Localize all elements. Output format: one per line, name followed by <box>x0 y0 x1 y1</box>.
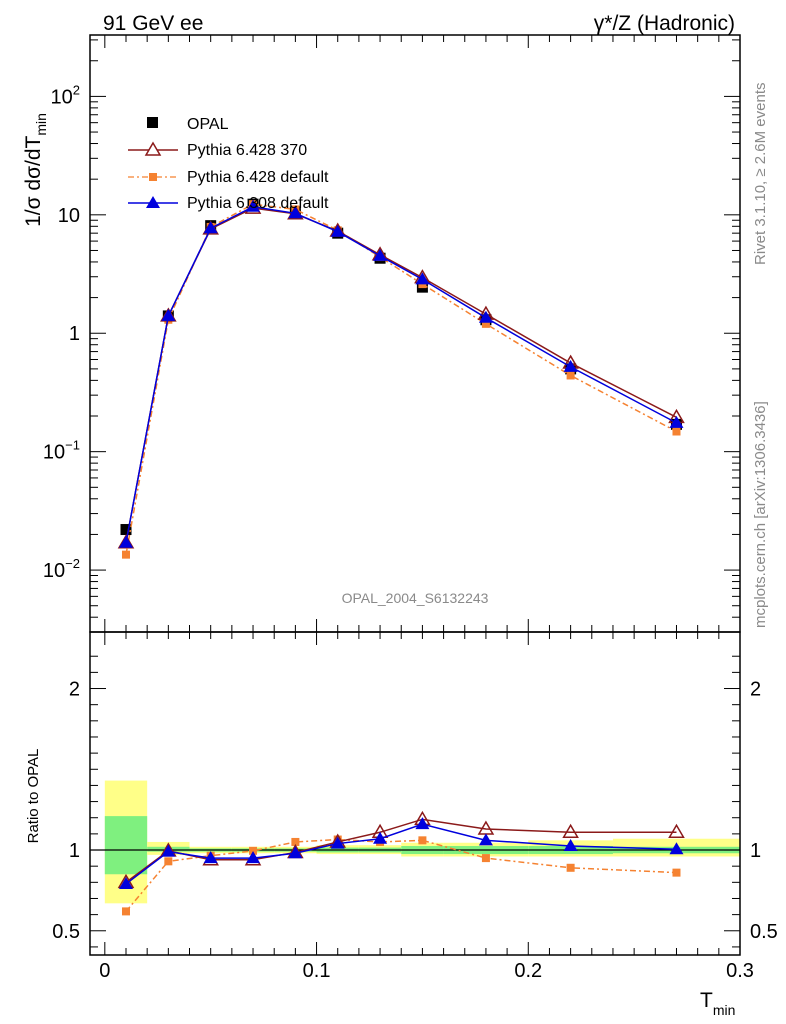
ratio-panel: 0 0.1 0.2 0.3 0.5 0.5 1 1 2 2 <box>52 35 778 982</box>
ratio-point-pythia-6-308-default <box>118 876 133 889</box>
main-point-pythia-6-308-default <box>203 221 218 234</box>
ratio-point-pythia-6-308-default <box>246 851 261 864</box>
y-tick-label: 10−1 <box>43 438 80 464</box>
ratio-point-pythia-6-308-default <box>669 842 684 855</box>
y-tick-label: 10−2 <box>43 556 80 582</box>
main-point-pythia-6-308-default <box>330 224 345 237</box>
x-tick-label: 0.2 <box>514 960 542 982</box>
main-y-axis-label: 1/σ dσ/dTmin <box>22 113 49 227</box>
legend-marker-pythia-6308-default <box>146 196 160 208</box>
ratio-point-pythia-6-428-370 <box>562 823 579 839</box>
y-tick-label: 1 <box>69 323 80 345</box>
main-point-pythia-6-428-default <box>481 319 490 328</box>
ratio-point-pythia-6-428-default <box>672 868 681 877</box>
main-point-pythia-6-308-default <box>415 272 430 285</box>
ratio-y-tick-label-right: 0.5 <box>750 921 778 943</box>
ratio-point-pythia-6-428-default <box>121 907 130 916</box>
ratio-point-pythia-6-428-default <box>566 863 575 872</box>
x-axis-label: Tmin <box>700 989 735 1018</box>
ratio-point-pythia-6-308-default <box>330 836 345 849</box>
main-point-pythia-6-308-default <box>373 248 388 261</box>
ratio-point-pythia-6-428-default <box>418 836 427 845</box>
ratio-point-pythia-6-308-default <box>288 846 303 859</box>
x-tick-label: 0.3 <box>726 960 754 982</box>
ratio-point-pythia-6-308-default <box>563 838 578 851</box>
main-point-pythia-6-308-default <box>118 535 133 548</box>
analysis-watermark: OPAL_2004_S6132243 <box>342 590 489 606</box>
legend-label-pythia-6428-370: Pythia 6.428 370 <box>187 142 307 159</box>
main-point-pythia-6-308-default <box>563 359 578 372</box>
y-tick-label: 102 <box>51 82 80 108</box>
ratio-y-tick-label: 2 <box>69 679 80 701</box>
main-line-pythia-6-428-370 <box>125 207 677 543</box>
ratio-point-pythia-6-428-default <box>481 854 490 863</box>
legend-label-opal: OPAL <box>187 116 229 133</box>
plot-header-left: 91 GeV ee <box>103 12 203 35</box>
ratio-frame <box>89 631 741 956</box>
legend-marker-pythia-6428-370 <box>144 141 162 156</box>
ratio-line-pythia-6-428-default <box>125 838 677 912</box>
main-panel: 10−2 10−1 1 10 102 <box>43 34 741 633</box>
legend-marker-opal <box>147 117 158 128</box>
ratio-y-axis-label: Ratio to OPAL <box>25 749 42 844</box>
main-point-pythia-6-428-default <box>566 371 575 380</box>
main-point-pythia-6-428-default <box>121 550 130 559</box>
x-tick-label: 0 <box>99 960 110 982</box>
ratio-point-pythia-6-308-default <box>161 844 176 857</box>
ratio-point-pythia-6-428-370 <box>668 823 685 839</box>
ratio-y-tick-label-right: 2 <box>750 679 761 701</box>
main-point-pythia-6-308-default <box>478 310 493 323</box>
y-tick-label: 10 <box>58 205 80 227</box>
legend-label-pythia-6428-default: Pythia 6.428 default <box>187 169 329 186</box>
x-tick-label: 0.1 <box>303 960 331 982</box>
ratio-y-tick-label-right: 1 <box>750 840 761 862</box>
main-point-pythia-6-308-default <box>669 415 684 428</box>
ratio-band-inner <box>104 816 148 875</box>
ratio-y-tick-label: 1 <box>69 840 80 862</box>
mcplots-reference-label: mcplots.cern.ch [arXiv:1306.3436] <box>752 401 769 628</box>
ratio-point-pythia-6-428-default <box>164 857 173 866</box>
main-point-pythia-6-428-default <box>672 427 681 436</box>
main-point-pythia-6-308-default <box>161 308 176 321</box>
ratio-point-pythia-6-308-default <box>478 833 493 846</box>
main-point-opal <box>120 524 132 536</box>
ratio-point-pythia-6-428-default <box>249 846 258 855</box>
main-point-pythia-6-308-default <box>246 199 261 212</box>
plot-header-right: γ*/Z (Hadronic) <box>594 12 735 35</box>
legend: OPAL Pythia 6.428 370 Pythia 6.428 defau… <box>128 116 329 212</box>
ratio-y-tick-label: 0.5 <box>52 921 80 943</box>
legend-label-pythia-6308-default: Pythia 6.308 default <box>187 195 329 212</box>
legend-marker-pythia-6428-default <box>149 173 157 181</box>
ratio-point-pythia-6-428-default <box>291 837 300 846</box>
ratio-point-pythia-6-308-default <box>373 831 388 844</box>
main-point-pythia-6-308-default <box>288 206 303 219</box>
ratio-point-pythia-6-308-default <box>203 851 218 864</box>
rivet-version-label: Rivet 3.1.10, ≥ 2.6M events <box>752 83 769 266</box>
ratio-point-pythia-6-308-default <box>415 817 430 830</box>
